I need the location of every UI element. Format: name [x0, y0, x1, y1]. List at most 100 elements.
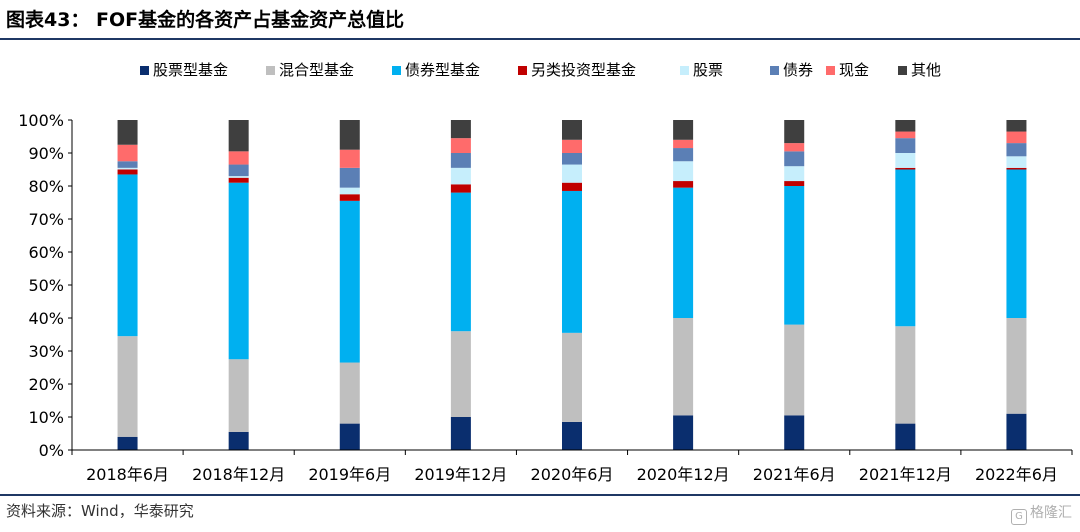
bar-segment [117, 174, 138, 337]
bar-segment [673, 139, 694, 149]
bar-segment [673, 120, 694, 140]
source-divider [0, 494, 1080, 496]
x-tick-label: 2018年6月 [86, 465, 169, 484]
legend-swatch [826, 66, 835, 75]
watermark-logo-icon: G [1011, 509, 1027, 525]
bar-segment [673, 148, 694, 162]
bar-segment [784, 181, 805, 186]
bar-segment [339, 167, 360, 188]
x-tick-label: 2018年12月 [192, 465, 285, 484]
bar-segment [228, 182, 249, 360]
bar-segment [784, 415, 805, 450]
bar-segment [117, 169, 138, 175]
bar-segment [895, 326, 916, 424]
legend-swatch [770, 66, 779, 75]
y-tick-label: 10% [28, 408, 64, 427]
bar-segment [895, 138, 916, 153]
watermark: G 格隆汇 [1011, 502, 1072, 525]
bar-segment [1006, 143, 1027, 157]
bar-segment [117, 161, 138, 168]
x-tick-label: 2020年6月 [531, 465, 614, 484]
y-tick-label: 40% [28, 309, 64, 328]
bar-segment [450, 153, 471, 168]
bar-segment [339, 362, 360, 424]
bar-segment [228, 151, 249, 165]
bar-segment [339, 187, 360, 195]
bar-segment [673, 318, 694, 416]
legend-label: 债券 [783, 61, 813, 79]
legend-swatch [518, 66, 527, 75]
legend-swatch [898, 66, 907, 75]
bar-segment [1006, 120, 1027, 132]
x-tick-label: 2021年6月 [753, 465, 836, 484]
legend-label: 股票型基金 [153, 61, 228, 79]
bar-segment [450, 138, 471, 153]
bar-segment [450, 192, 471, 332]
bar-segment [339, 120, 360, 150]
y-tick-label: 0% [39, 441, 64, 460]
y-tick-label: 90% [28, 144, 64, 163]
y-tick-label: 50% [28, 276, 64, 295]
bar-segment [784, 151, 805, 167]
bar-segment [339, 194, 360, 201]
bar-segment [895, 153, 916, 168]
bar-segment [562, 332, 582, 422]
bar-segment [562, 190, 582, 333]
bar-segment [228, 177, 249, 183]
legend-label: 其他 [911, 61, 941, 79]
bar-segment [1006, 413, 1027, 450]
x-axis: 2018年6月 2018年12月 2019年6月 2019年12月 2020年6月 202… [71, 449, 1073, 484]
legend-label: 股票 [693, 61, 723, 79]
bar-segment [673, 161, 694, 182]
bar-segment [673, 181, 694, 188]
legend-swatch [266, 66, 275, 75]
legend-label: 现金 [839, 61, 869, 79]
x-tick-label: 2020年12月 [637, 465, 730, 484]
bar-segment [784, 143, 805, 152]
y-tick-label: 20% [28, 375, 64, 394]
title-bar: 图表43： FOF基金的各资产占基金资产总值比 [0, 0, 1080, 40]
chart-title: 图表43： FOF基金的各资产占基金资产总值比 [6, 9, 405, 31]
legend-swatch [392, 66, 401, 75]
bar-segment [1006, 167, 1027, 170]
bar-segment [1006, 156, 1027, 168]
bar-segment [562, 164, 582, 183]
y-axis: 0% 10% 20% 30% 40% 50% 60% 70% 80% 90% 100% [18, 111, 73, 460]
stacked-bar-chart: 股票型基金 混合型基金 债券型基金 另类投资型基金 股票 债券 现金 其他 0% 10% 20% 3… [18, 61, 1073, 484]
y-tick-label: 70% [28, 210, 64, 229]
bar-segment [784, 324, 805, 416]
legend: 股票型基金 混合型基金 债券型基金 另类投资型基金 股票 债券 现金 其他 [140, 61, 941, 79]
bar-segment [228, 176, 249, 178]
bar-segment [450, 331, 471, 417]
bar-segment [895, 423, 916, 450]
source-note: 资料来源：Wind，华泰研究 [6, 502, 194, 520]
bar-segment [1006, 318, 1027, 414]
bar-segment [673, 415, 694, 450]
legend-swatch [140, 66, 149, 75]
bar-segment [117, 144, 138, 162]
bar-segment [117, 120, 138, 145]
bar-segment [450, 167, 471, 185]
bar-segment [117, 436, 138, 450]
y-tick-label: 100% [18, 111, 64, 130]
y-tick-label: 30% [28, 342, 64, 361]
bars [117, 120, 1027, 450]
bar-segment [784, 120, 805, 144]
legend-swatch [680, 66, 689, 75]
bar-segment [784, 166, 805, 182]
bar-segment [339, 149, 360, 168]
bar-segment [562, 153, 582, 165]
legend-label: 另类投资型基金 [531, 61, 636, 79]
y-tick-label: 80% [28, 177, 64, 196]
bar-segment [562, 182, 582, 191]
bar-segment [1006, 131, 1027, 144]
bar-segment [228, 359, 249, 432]
x-tick-label: 2019年12月 [414, 465, 507, 484]
bar-segment [562, 139, 582, 153]
x-tick-label: 2021年12月 [859, 465, 952, 484]
bar-segment [895, 120, 916, 132]
bar-segment [117, 167, 138, 170]
bar-segment [784, 186, 805, 325]
bar-segment [339, 423, 360, 450]
bar-segment [895, 167, 916, 170]
